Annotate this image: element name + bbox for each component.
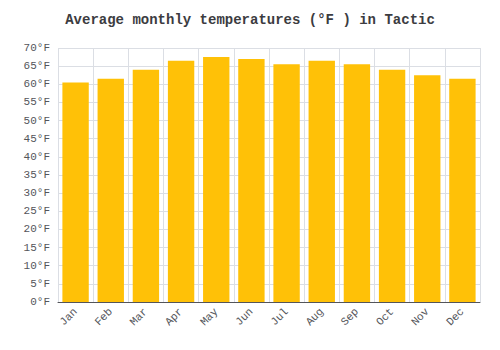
- svg-text:25°F: 25°F: [24, 205, 50, 217]
- svg-text:0°F: 0°F: [30, 296, 50, 308]
- svg-text:65°F: 65°F: [24, 60, 50, 72]
- svg-text:45°F: 45°F: [24, 133, 50, 145]
- svg-text:Aug: Aug: [304, 306, 326, 328]
- svg-text:Average monthly temperatures (: Average monthly temperatures (°F ) in Ta…: [65, 12, 435, 28]
- svg-text:Jun: Jun: [233, 306, 255, 328]
- svg-text:May: May: [198, 305, 221, 328]
- svg-text:Sep: Sep: [339, 306, 361, 328]
- svg-text:Mar: Mar: [128, 306, 150, 328]
- svg-text:Feb: Feb: [93, 306, 115, 328]
- svg-text:70°F: 70°F: [24, 42, 50, 54]
- svg-text:40°F: 40°F: [24, 151, 50, 163]
- svg-text:Apr: Apr: [163, 306, 185, 328]
- svg-text:Dec: Dec: [444, 306, 466, 328]
- svg-text:60°F: 60°F: [24, 78, 50, 90]
- svg-text:Oct: Oct: [374, 306, 396, 328]
- svg-text:50°F: 50°F: [24, 115, 50, 127]
- svg-text:35°F: 35°F: [24, 169, 50, 181]
- svg-text:30°F: 30°F: [24, 187, 50, 199]
- svg-text:55°F: 55°F: [24, 96, 50, 108]
- svg-text:15°F: 15°F: [24, 242, 50, 254]
- svg-text:Nov: Nov: [409, 305, 432, 328]
- svg-text:Jan: Jan: [57, 306, 79, 328]
- svg-text:Jul: Jul: [268, 306, 290, 328]
- svg-text:10°F: 10°F: [24, 260, 50, 272]
- svg-text:20°F: 20°F: [24, 223, 50, 235]
- svg-text:5°F: 5°F: [30, 278, 50, 290]
